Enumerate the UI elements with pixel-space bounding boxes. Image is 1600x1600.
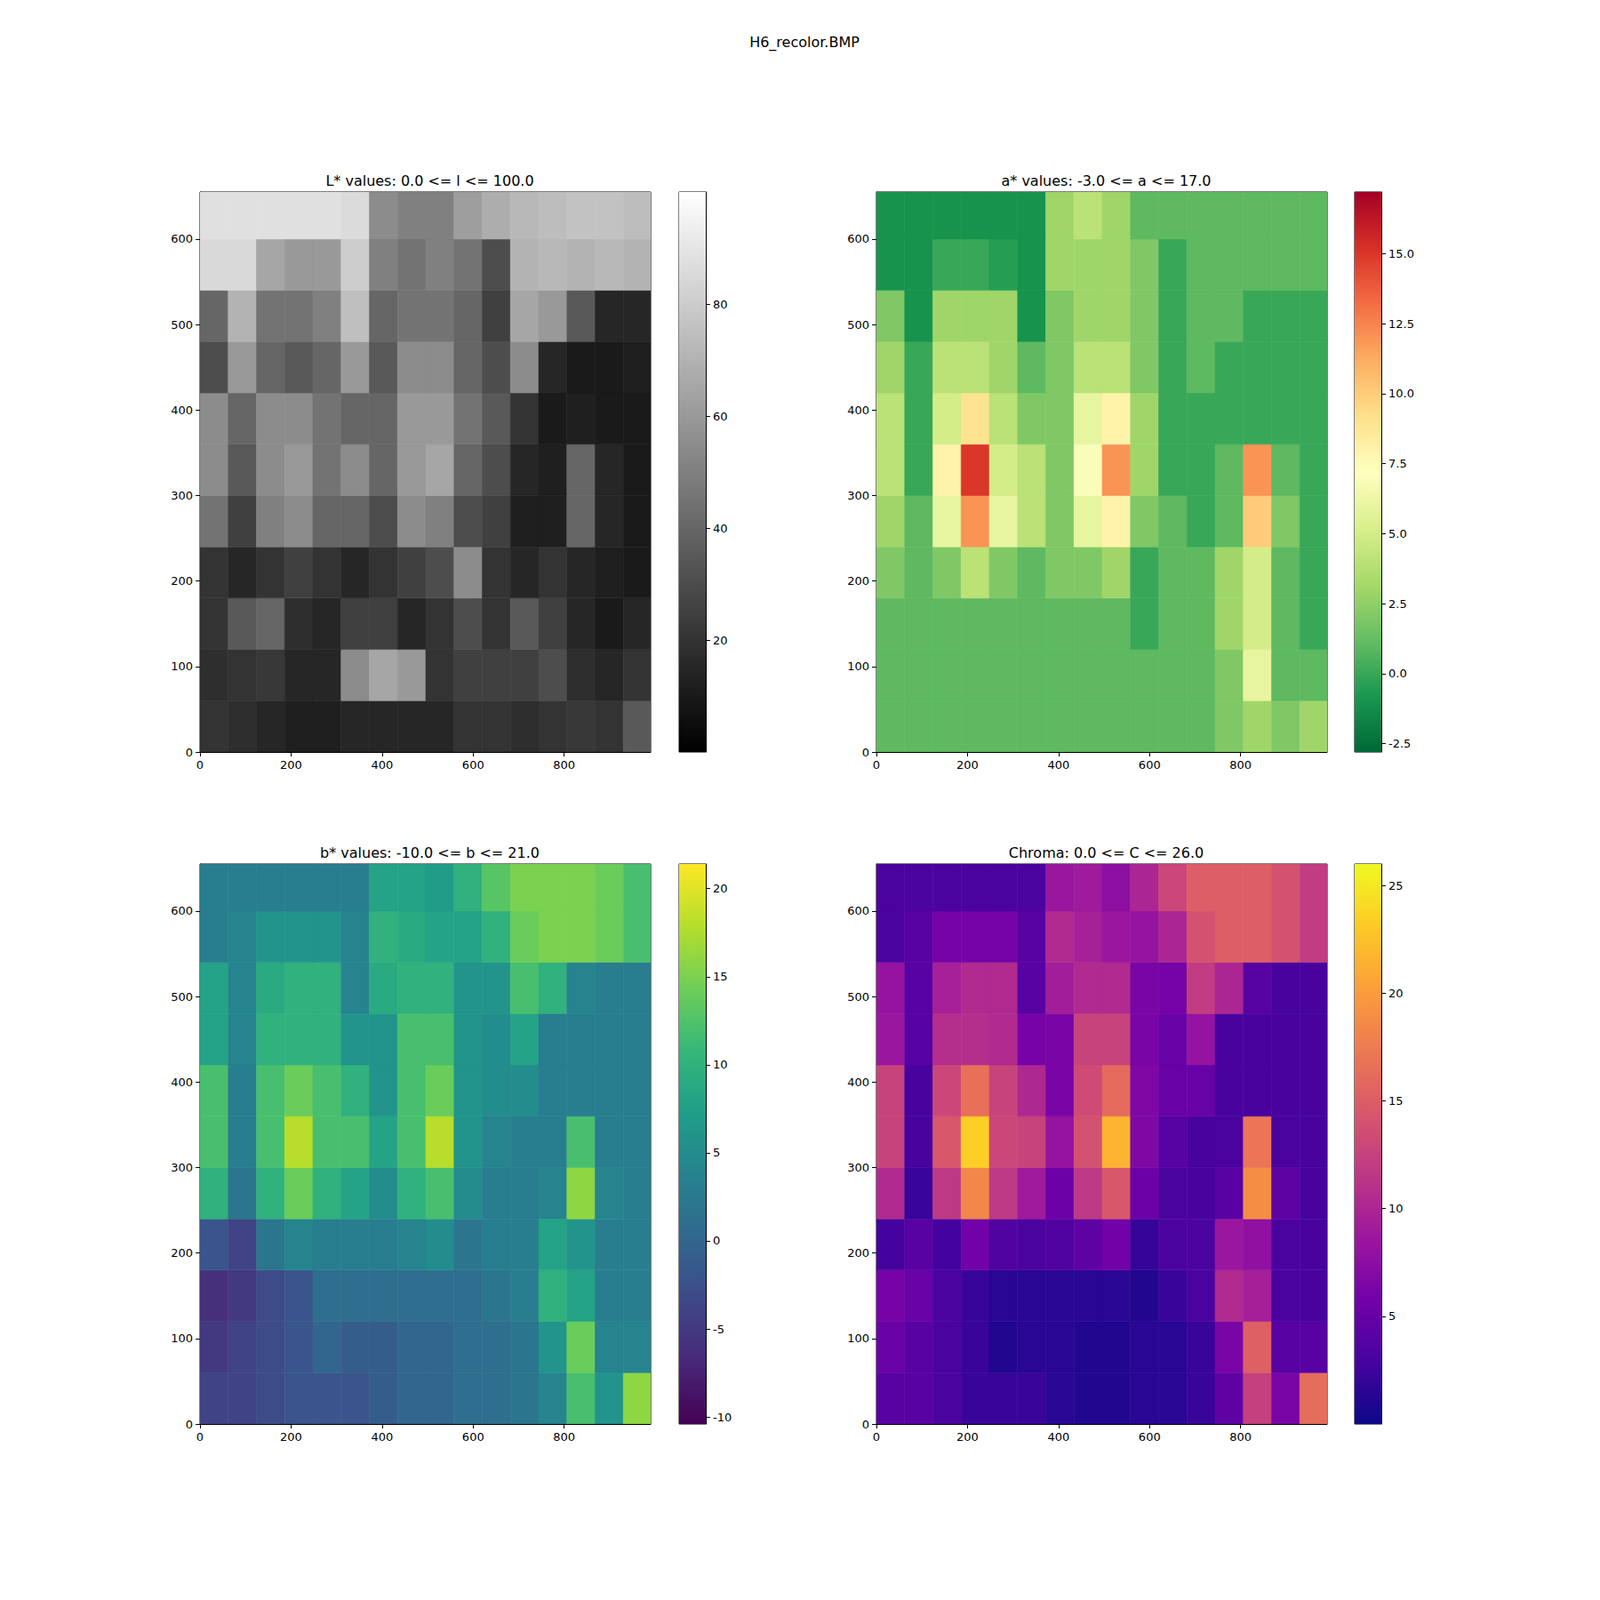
svg-text:400: 400: [370, 1430, 393, 1444]
svg-text:-10: -10: [712, 1410, 732, 1424]
svg-text:0: 0: [872, 758, 880, 772]
svg-text:500: 500: [170, 990, 193, 1004]
svg-text:200: 200: [847, 1246, 870, 1260]
svg-text:600: 600: [847, 904, 870, 918]
svg-text:-2.5: -2.5: [1388, 736, 1411, 751]
svg-text:400: 400: [1047, 758, 1070, 772]
svg-text:300: 300: [847, 488, 870, 503]
svg-text:200: 200: [170, 1246, 193, 1260]
svg-text:300: 300: [170, 1160, 193, 1175]
svg-text:400: 400: [847, 403, 870, 417]
svg-text:10: 10: [1388, 1201, 1404, 1216]
svg-text:0: 0: [862, 1417, 870, 1432]
svg-text:200: 200: [956, 758, 979, 772]
svg-text:a* values: -3.0 <= a <= 17.0: a* values: -3.0 <= a <= 17.0: [1000, 172, 1211, 190]
svg-text:100: 100: [847, 659, 870, 673]
svg-text:500: 500: [847, 990, 870, 1004]
svg-text:100: 100: [847, 1331, 870, 1345]
svg-text:0: 0: [185, 745, 193, 760]
svg-text:10: 10: [712, 1057, 728, 1072]
svg-text:20: 20: [712, 881, 728, 896]
svg-text:0: 0: [712, 1233, 720, 1248]
svg-text:100: 100: [170, 1331, 193, 1345]
svg-text:600: 600: [1138, 1430, 1161, 1444]
svg-text:0: 0: [185, 1417, 193, 1432]
svg-text:0: 0: [872, 1430, 880, 1444]
svg-text:25: 25: [1388, 879, 1404, 893]
svg-text:300: 300: [847, 1160, 870, 1175]
svg-text:5: 5: [1388, 1309, 1396, 1323]
svg-text:400: 400: [170, 403, 193, 417]
svg-text:200: 200: [170, 574, 193, 588]
svg-text:H6_recolor.BMP: H6_recolor.BMP: [749, 33, 860, 52]
svg-text:200: 200: [280, 1430, 303, 1444]
svg-text:Chroma: 0.0 <= C <= 26.0: Chroma: 0.0 <= C <= 26.0: [1008, 844, 1204, 862]
svg-text:40: 40: [712, 521, 728, 536]
svg-text:5: 5: [712, 1145, 720, 1160]
svg-text:15: 15: [1388, 1094, 1404, 1108]
svg-text:800: 800: [552, 1430, 576, 1444]
svg-text:0: 0: [862, 745, 870, 760]
svg-text:500: 500: [170, 318, 193, 332]
svg-text:200: 200: [956, 1430, 979, 1444]
svg-text:0: 0: [196, 1430, 204, 1444]
svg-text:0.0: 0.0: [1388, 666, 1408, 680]
svg-text:200: 200: [847, 574, 870, 588]
svg-text:20: 20: [1388, 986, 1404, 1000]
svg-text:600: 600: [170, 904, 193, 918]
svg-text:400: 400: [1047, 1430, 1070, 1444]
svg-text:5.0: 5.0: [1388, 527, 1408, 541]
svg-text:400: 400: [170, 1075, 193, 1089]
svg-text:300: 300: [170, 488, 193, 503]
svg-text:60: 60: [712, 409, 728, 424]
svg-text:100: 100: [170, 659, 193, 673]
svg-text:0: 0: [196, 758, 204, 772]
svg-text:600: 600: [170, 232, 193, 246]
svg-text:20: 20: [712, 633, 728, 648]
svg-text:12.5: 12.5: [1388, 317, 1415, 331]
svg-text:7.5: 7.5: [1388, 456, 1408, 471]
svg-text:10.0: 10.0: [1388, 386, 1415, 400]
svg-text:15: 15: [712, 969, 728, 984]
svg-text:L* values: 0.0 <= l <= 100.0: L* values: 0.0 <= l <= 100.0: [325, 172, 534, 190]
svg-text:500: 500: [847, 318, 870, 332]
svg-text:600: 600: [462, 1430, 485, 1444]
svg-text:800: 800: [1229, 1430, 1252, 1444]
svg-text:600: 600: [847, 232, 870, 246]
svg-text:800: 800: [552, 758, 576, 772]
svg-text:600: 600: [1138, 758, 1161, 772]
svg-text:600: 600: [462, 758, 485, 772]
svg-text:80: 80: [712, 297, 728, 312]
svg-text:15.0: 15.0: [1388, 247, 1415, 261]
svg-text:b* values: -10.0 <= b <= 21.0: b* values: -10.0 <= b <= 21.0: [320, 844, 540, 862]
svg-text:400: 400: [847, 1075, 870, 1089]
svg-text:-5: -5: [712, 1322, 725, 1336]
svg-text:800: 800: [1229, 758, 1252, 772]
svg-text:2.5: 2.5: [1388, 597, 1408, 611]
svg-text:200: 200: [280, 758, 303, 772]
svg-text:400: 400: [370, 758, 393, 772]
